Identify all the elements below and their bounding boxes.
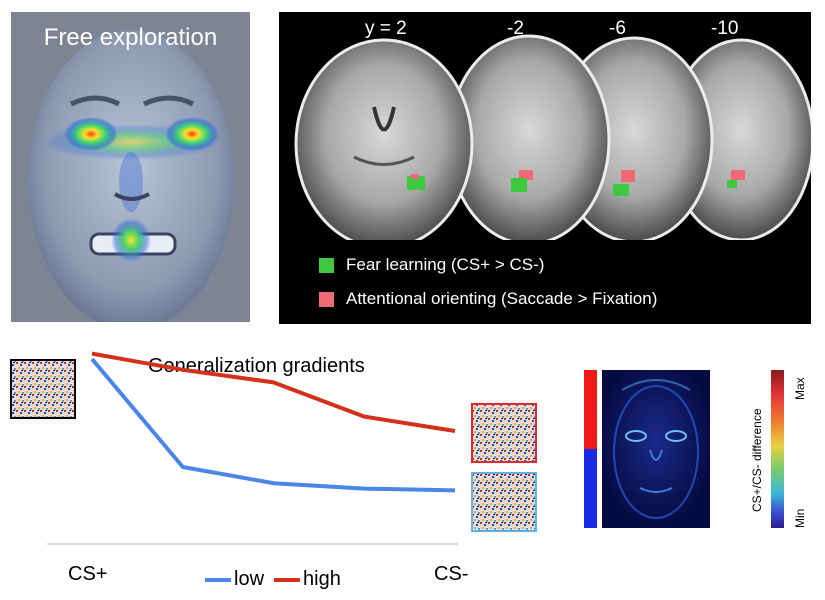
brain-slices-image <box>279 34 811 324</box>
difference-map-image <box>602 370 710 528</box>
colorbar-title: CS+/CS- difference <box>750 408 764 513</box>
brain-slices-panel: y = 2 -2 -6 -10 Fear learning (CS+ > CS-… <box>279 12 811 324</box>
low-line-swatch <box>205 577 231 582</box>
legend-high: high <box>274 568 341 591</box>
series-line-low <box>90 357 456 493</box>
free-exploration-panel: Free exploration <box>11 12 250 322</box>
cs-plus-stimulus <box>10 359 76 419</box>
high-line-swatch <box>274 577 300 582</box>
slice-label-y2: y = 2 <box>365 18 407 39</box>
cs-minus-low-stimulus <box>471 472 537 532</box>
x-label-cs-plus: CS+ <box>68 563 108 585</box>
slice-y2 <box>294 38 474 250</box>
x-label-cs-minus: CS- <box>434 563 469 585</box>
panel-title: Free exploration <box>43 24 218 51</box>
generalization-gradient-chart <box>10 351 537 545</box>
left-eye-fixation-heat <box>64 117 118 151</box>
right-eye-fixation-heat <box>165 117 219 151</box>
green-swatch <box>319 257 334 273</box>
pink-swatch <box>319 291 334 307</box>
colorbar-min-label: Min <box>793 508 807 528</box>
legend-fear-learning: Fear learning (CS+ > CS-) <box>319 255 544 275</box>
legend-attentional-orienting: Attentional orienting (Saccade > Fixatio… <box>319 289 657 309</box>
slice-label-minus2: -2 <box>507 18 524 39</box>
cs-plus-bar <box>584 370 597 449</box>
cs-minus-high-stimulus <box>471 403 537 463</box>
slice-label-minus6: -6 <box>609 18 626 39</box>
series-line-high <box>91 351 456 433</box>
face-heatmap-image <box>28 30 234 322</box>
cs-minus-bar <box>584 449 597 528</box>
slice-label-minus10: -10 <box>711 18 739 39</box>
colorbar-max-label: Max <box>793 377 807 400</box>
difference-colorbar <box>771 370 784 528</box>
legend-low: low <box>205 568 264 591</box>
mouth-fixation-heat <box>111 218 151 262</box>
